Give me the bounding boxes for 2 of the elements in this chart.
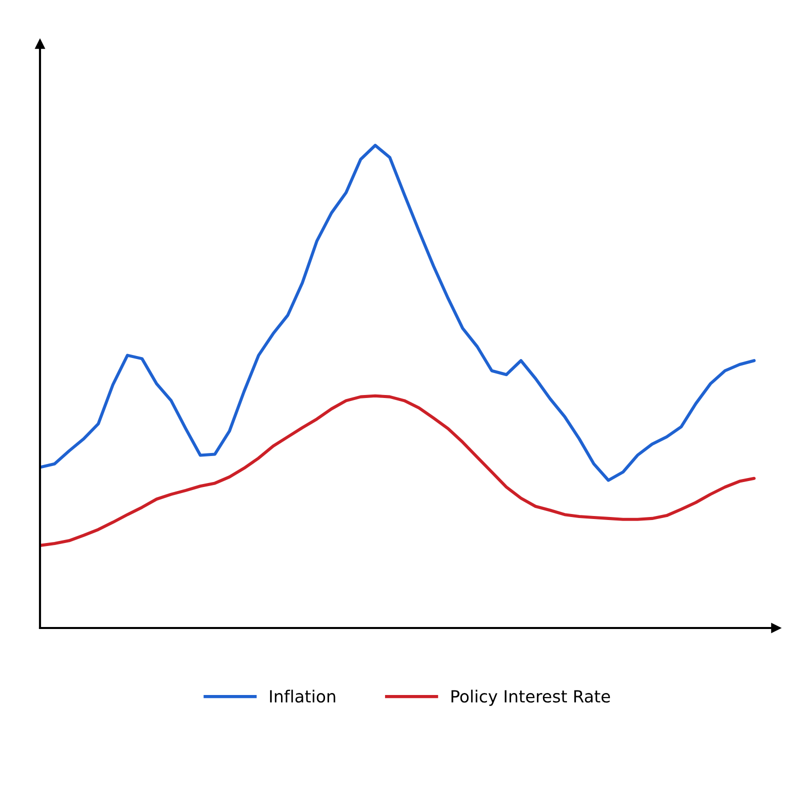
- legend-label: Policy Interest Rate: [452, 690, 610, 706]
- legend-label: Inflation: [270, 690, 336, 703]
